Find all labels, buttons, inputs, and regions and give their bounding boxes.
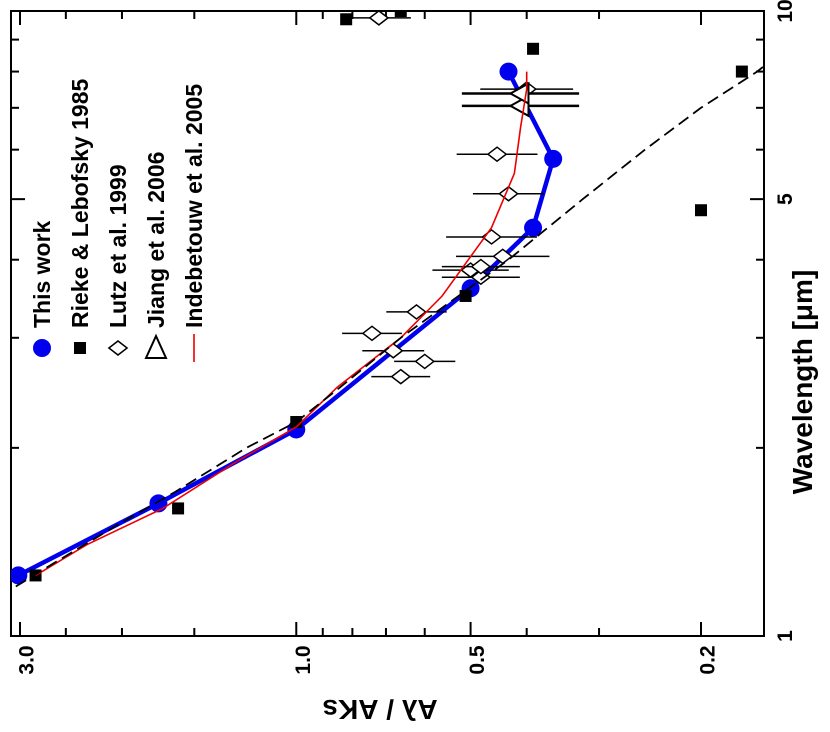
this-work-point <box>499 62 518 81</box>
y-tick-label: 3.0 <box>16 645 39 674</box>
tick-labels: 1 5 10 3.0 1.0 0.5 0.2 <box>16 0 797 675</box>
jiang-point <box>508 81 530 106</box>
rieke-point <box>394 11 407 17</box>
this-work-point <box>524 218 543 237</box>
x-tick-label: 5 <box>774 193 797 205</box>
lutz-point <box>414 353 436 370</box>
y-tick-label: 0.2 <box>697 645 720 674</box>
lutz-point <box>107 340 129 356</box>
legend-marker-square <box>74 342 86 354</box>
legend-label: This work <box>29 220 55 328</box>
lutz-point <box>486 146 508 163</box>
legend-label: Jiang et al. 2006 <box>143 152 169 328</box>
rieke-point <box>527 42 540 55</box>
lutz-point <box>470 258 492 275</box>
this-work-point <box>544 149 563 168</box>
rieke-point <box>172 502 185 515</box>
this-work-line <box>17 70 556 578</box>
x-tick-label: 10 <box>774 0 797 23</box>
y-tick-label: 1.0 <box>292 645 315 674</box>
legend-label: Rieke & Lebofsky 1985 <box>67 78 93 328</box>
x-tick-label: 1 <box>774 630 797 642</box>
legend-marker-circle <box>33 339 51 357</box>
legend-marker-triangle <box>144 333 168 359</box>
tick-marks <box>11 10 764 637</box>
plot-frame <box>10 10 765 637</box>
series-layer <box>11 11 764 588</box>
y-axis-title: Aλ / AKs <box>322 694 437 725</box>
x-axis-title: Wavelength [μm] <box>787 270 818 495</box>
y-tick-label: 0.5 <box>466 645 489 675</box>
rieke-point <box>459 289 472 302</box>
lutz-point <box>368 11 390 26</box>
legend-label: Indebetouw et al. 2005 <box>181 84 207 328</box>
legend-label: Lutz et al. 1999 <box>105 164 131 328</box>
legend: This work Rieke & Lebofsky 1985 Lutz et al… <box>29 78 207 362</box>
rieke-point <box>735 65 748 78</box>
rieke-point <box>695 204 707 217</box>
lutz-point <box>406 303 427 320</box>
this-work-point <box>11 566 28 585</box>
dashed-curve <box>15 64 764 588</box>
lutz-point <box>390 368 412 385</box>
lutz-point <box>361 325 383 342</box>
rieke-point <box>340 13 353 26</box>
